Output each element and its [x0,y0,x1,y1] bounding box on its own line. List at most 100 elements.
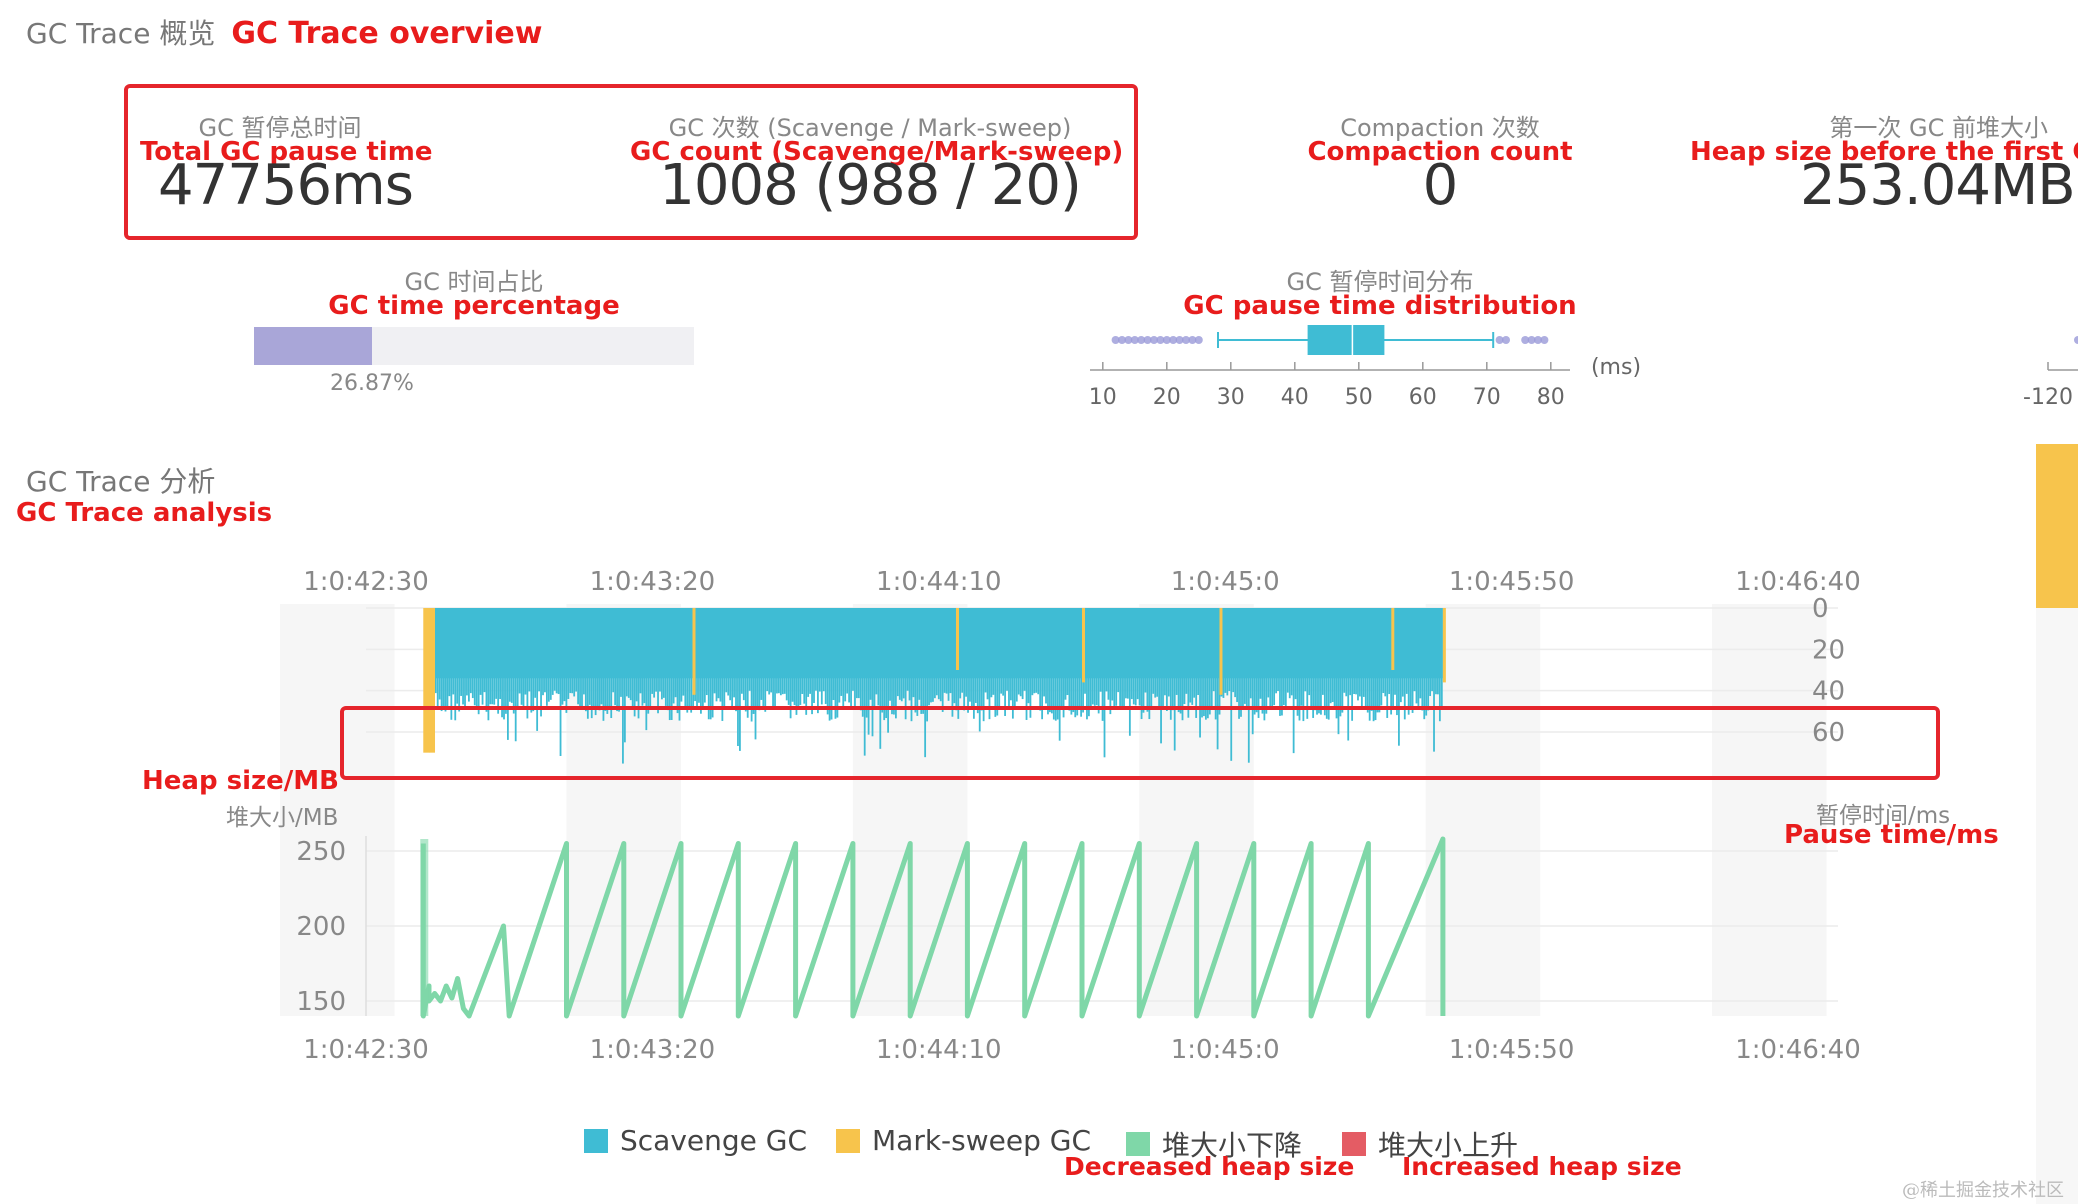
scavenge-bar [924,608,927,758]
x-tick-label: 40 [1281,385,1309,408]
scroll-indicator[interactable] [2036,444,2078,608]
scavenge-bar [559,608,562,757]
x-tick-label: 70 [1473,385,1501,408]
outlier-point [1540,336,1549,344]
pause-dist-header: GC 暂停时间分布 GC pause time distribution [1160,262,1600,321]
mark-sweep-bar [429,608,436,753]
stat-label: 第一次 GC 前堆大小 [1829,114,2048,142]
gc-time-pct: GC 时间占比 GC time percentage 26.87% [254,262,694,396]
time-band [280,604,395,1016]
legend-mark-sweep[interactable]: Mark-sweep GC [836,1124,1091,1157]
mark-sweep-bar [423,608,430,753]
scavenge-bar [1292,608,1295,754]
x-tick-label: -120 [2023,385,2073,408]
y-tick-label-heap: 200 [296,912,346,942]
heap-axis-label: 堆大小/MB [226,805,339,831]
scavenge-bar [1216,608,1219,750]
legend-scavenge[interactable]: Scavenge GC [584,1124,807,1157]
outlier-point [1495,336,1504,344]
scavenge-bar [879,608,882,749]
scroll-track[interactable] [2036,608,2078,1204]
legend-swatch-heap-increase [1342,1132,1366,1156]
heap-initial-spike [420,839,429,1016]
stat-label: Compaction 次数 [1340,114,1540,142]
overview-header: GC Trace 概览 GC Trace overview [26,12,542,52]
x-tick-label: 30 [1217,385,1245,408]
stat-total-pause: GC 暂停总时间 Total GC pause time 47756ms [140,108,432,218]
scavenge-dense-band [429,608,1443,679]
heap-axis-annotation: Heap size/MB [142,766,339,796]
x-tick-label: 80 [1537,385,1565,408]
stat-compaction: Compaction 次数 Compaction count 0 [1290,108,1590,218]
y-tick-label-pause: 60 [1812,718,1845,748]
scavenge-bar [622,608,624,764]
x-tick-label-top: 1:0:44:10 [876,567,1002,597]
legend-annotation-increase: Increased heap size [1402,1152,1682,1181]
stat-value: 1008 (988 / 20) [659,153,1082,218]
x-tick-label-bottom: 1:0:44:10 [876,1035,1002,1065]
watermark: @稀土掘金技术社区 [1902,1180,2064,1201]
mark-sweep-bar [1219,608,1223,695]
mark-sweep-bar [692,608,696,695]
analysis-title-annotation: GC Trace analysis [16,498,273,528]
x-tick-label-top: 1:0:42:30 [303,567,429,597]
stat-label: GC 次数 (Scavenge / Mark-sweep) [668,114,1072,142]
x-tick-label: 10 [1089,385,1117,408]
y-tick-label-pause: 40 [1812,677,1845,707]
analysis-title: GC Trace 分析 [26,465,216,498]
mark-sweep-bar [1391,608,1395,670]
x-tick-label-top: 1:0:45:0 [1171,567,1280,597]
pct-bar-track [254,327,694,365]
legend-annotation-decrease: Decreased heap size [1064,1152,1355,1181]
y-tick-label-pause: 20 [1812,635,1845,665]
gc-trace-chart: 1:0:42:30 1:0:43:20 1:0:44:10 1:0:45:0 1:0:4… [280,567,1861,1065]
x-tick-label-bottom: 1:0:45:0 [1171,1035,1280,1065]
highlight-box-pause-range [340,706,1940,780]
x-tick-label-bottom: 1:0:43:20 [590,1035,716,1065]
stat-value: 47756ms [158,153,414,218]
y-tick-label-heap: 150 [296,987,346,1017]
outlier-point [1118,336,1126,344]
pause-dist-label: GC 暂停时间分布 [1286,268,1474,296]
pct-label: GC 时间占比 [404,268,544,296]
stat-label: GC 暂停总时间 [198,114,362,142]
legend-swatch-scavenge [584,1128,608,1153]
x-tick-label-top: 1:0:46:40 [1735,567,1861,597]
legend-label: Scavenge GC [620,1124,808,1157]
x-tick-label: 60 [1409,385,1437,408]
scavenge-bar [1247,608,1250,763]
stat-annotation: GC count (Scavenge/Mark-sweep) [630,137,1124,167]
x-tick-label: 20 [1153,385,1181,408]
legend-label: 堆大小下降 [1162,1129,1303,1162]
pause-axis-annotation: Pause time/ms [1784,820,1999,850]
outlier-point [1527,336,1536,344]
mark-sweep-bar [955,608,959,670]
box-iqr [1307,325,1385,355]
pct-annotation: GC time percentage [328,291,620,321]
outlier-point [1124,336,1133,344]
outlier-point [1137,336,1146,344]
outlier-point [1156,336,1165,344]
outlier-point [1188,336,1197,344]
scavenge-bar [1230,608,1233,761]
analysis-header: GC Trace 分析 GC Trace analysis [16,460,272,528]
x-tick-label-top: 1:0:45:50 [1449,567,1575,597]
legend-heap-increase[interactable]: 堆大小上升 [1342,1124,1518,1164]
outlier-point [1143,336,1152,344]
pct-value: 26.87% [330,371,414,396]
legend-heap-decrease[interactable]: 堆大小下降 [1126,1124,1302,1164]
x-tick-label: 50 [1345,385,1373,408]
stat-gc-count: GC 次数 (Scavenge / Mark-sweep) GC count (… [630,108,1124,218]
overview-title-annotation: GC Trace overview [231,16,543,51]
heap-line [420,836,1446,1019]
outlier-point [1182,336,1190,344]
outlier-point [1169,336,1178,344]
stat-value: 0 [1422,153,1459,218]
x-tick-label-bottom: 1:0:42:30 [303,1035,429,1065]
pause-bars [423,608,1446,764]
stat-annotation: Compaction count [1307,137,1573,167]
pct-bar-fill [254,327,373,365]
x-tick-label-bottom: 1:0:45:50 [1449,1035,1575,1065]
x-tick-label-top: 1:0:43:20 [590,567,716,597]
outlier-point [1162,336,1171,344]
